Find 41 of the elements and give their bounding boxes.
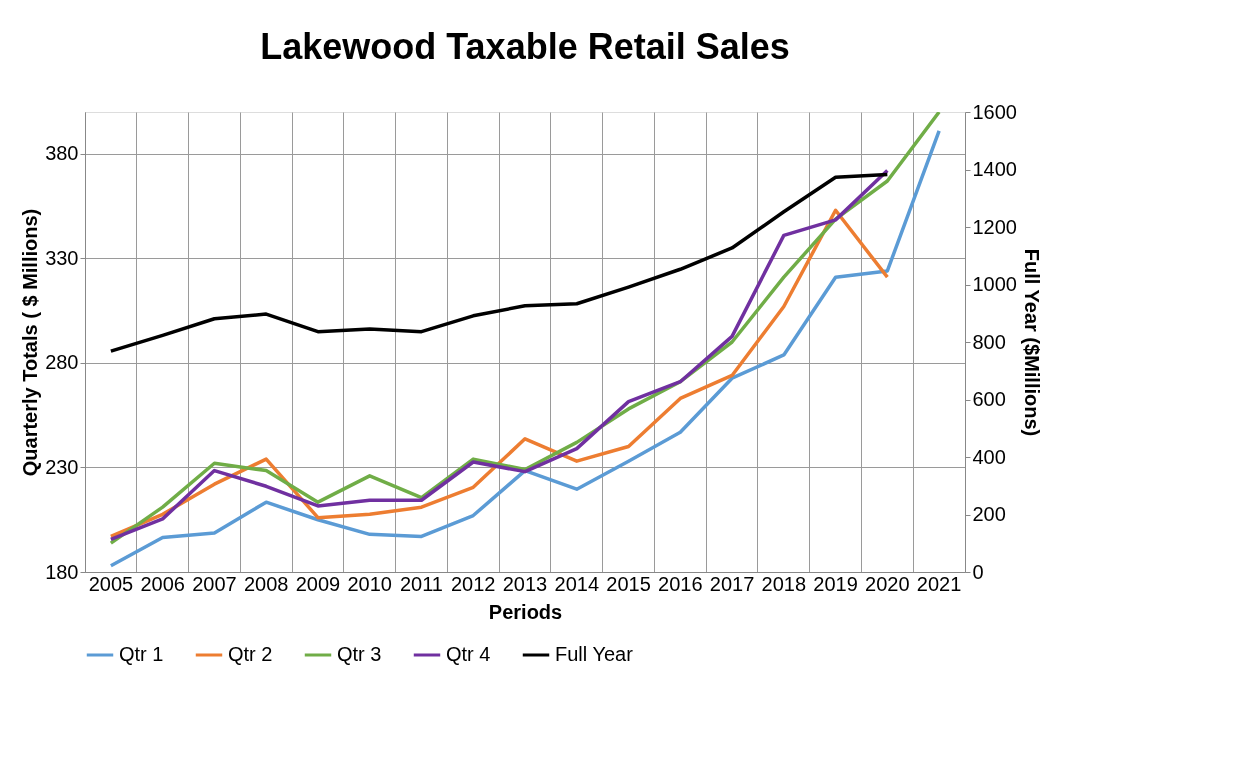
legend-label: Qtr 2 — [228, 643, 273, 665]
x-tick-label: 2021 — [916, 572, 962, 595]
x-tick-label: 2012 — [450, 572, 496, 595]
line-series — [109, 172, 890, 353]
x-tick-label: 2013 — [502, 572, 548, 595]
y2-tick-label: 1200 — [972, 215, 1017, 238]
y2-axis-title: Full Year ($Millions) — [1020, 248, 1043, 437]
x-axis-title: Periods — [488, 600, 563, 623]
x-tick-label: 2015 — [606, 572, 651, 595]
x-tick-label: 2020 — [865, 572, 910, 595]
y2-tick-label: 1600 — [972, 100, 1017, 123]
x-tick-label: 2018 — [761, 572, 807, 595]
x-tick-label: 2017 — [709, 572, 755, 595]
y2-tick-label: 800 — [972, 330, 1006, 353]
y-tick-label: 180 — [45, 560, 79, 583]
y-tick-label: 330 — [45, 246, 79, 269]
y-tick-label: 380 — [45, 142, 79, 165]
legend-label: Qtr 1 — [119, 643, 164, 665]
x-tick-label: 2009 — [295, 572, 341, 595]
chart-title: Lakewood Taxable Retail Sales — [260, 26, 790, 67]
y2-tick-label: 1400 — [972, 158, 1017, 180]
x-tick-label: 2011 — [399, 572, 443, 595]
x-tick-label: 2006 — [140, 572, 185, 595]
x-tick-label: 2016 — [658, 572, 703, 595]
x-tick-label: 2008 — [243, 572, 289, 595]
y2-tick-label: 1000 — [972, 273, 1017, 295]
x-tick-label: 2014 — [554, 572, 600, 595]
legend-label: Full Year — [555, 643, 634, 665]
legend-label: Qtr 4 — [446, 643, 491, 665]
y2-tick-label: 200 — [972, 503, 1006, 525]
y2-tick-label: 0 — [972, 560, 984, 583]
y-tick-label: 230 — [45, 455, 79, 478]
y2-tick-label: 600 — [972, 388, 1006, 410]
y-axis-title: Quarterly Totals ( $ Millions) — [19, 208, 42, 477]
x-tick-label: 2019 — [813, 572, 858, 595]
x-tick-label: 2010 — [347, 572, 392, 595]
x-tick-label: 2007 — [192, 572, 237, 595]
x-tick-label: 2005 — [88, 572, 134, 595]
y2-tick-label: 400 — [972, 445, 1006, 468]
legend-label: Qtr 3 — [337, 643, 382, 665]
y-tick-label: 280 — [45, 351, 79, 374]
